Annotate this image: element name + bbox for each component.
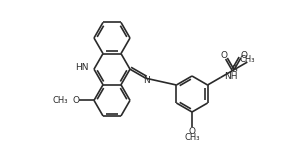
Text: O: O: [188, 127, 196, 136]
Text: NH: NH: [224, 72, 237, 81]
Text: O: O: [221, 50, 228, 59]
Text: O: O: [72, 96, 79, 105]
Text: CH₃: CH₃: [52, 96, 68, 105]
Text: S: S: [231, 65, 237, 74]
Text: HN: HN: [76, 63, 89, 72]
Text: O: O: [240, 50, 247, 59]
Text: CH₃: CH₃: [184, 133, 200, 142]
Text: CH₃: CH₃: [240, 55, 255, 64]
Text: N: N: [143, 76, 150, 85]
